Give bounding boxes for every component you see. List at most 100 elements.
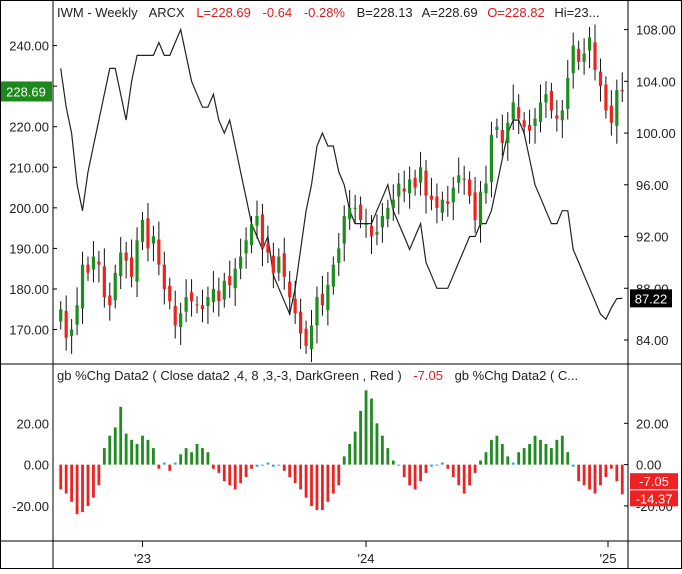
candle-body [511, 102, 515, 120]
candle-body [364, 224, 368, 226]
candle-body [413, 177, 417, 188]
candle-body [342, 215, 346, 244]
candle-body [418, 167, 423, 183]
histogram-bar [419, 464, 422, 482]
candle-body [189, 292, 194, 302]
histogram-bar [599, 464, 602, 486]
candle-body [495, 126, 499, 130]
histogram-bar [217, 464, 221, 473]
candle-body [473, 192, 477, 221]
right-tick-label: 104.00 [636, 74, 676, 89]
histogram-bar [152, 448, 155, 465]
histogram-bar [555, 439, 559, 465]
last-price-badge [0, 81, 52, 102]
candle-body [228, 275, 232, 285]
right-tick-label: 108.00 [636, 23, 676, 38]
candle-body [108, 295, 112, 306]
candle-body [59, 309, 63, 322]
indicator-tick-label-left: 0.00 [24, 458, 49, 473]
candle-body [75, 305, 79, 325]
candle-body [353, 207, 357, 209]
candle-body [358, 204, 363, 221]
left-tick-label: 200.00 [9, 201, 49, 216]
right-tick-label: 96.00 [636, 178, 669, 193]
left-tick-label: 210.00 [9, 160, 49, 175]
left-tick-label: 170.00 [9, 323, 49, 338]
candle-body [555, 115, 559, 119]
candle-body [527, 125, 532, 131]
time-tick-label: '23 [134, 551, 151, 566]
time-tick-label: '24 [358, 551, 375, 566]
candle-body [451, 187, 455, 203]
candle-body [440, 199, 444, 213]
histogram-bar [609, 464, 613, 469]
histogram-bar [201, 448, 204, 465]
histogram-bar [549, 448, 553, 465]
histogram-bar [528, 443, 531, 465]
histogram-bar [179, 454, 183, 465]
histogram-bar [250, 464, 253, 469]
histogram-layer [59, 390, 624, 515]
histogram-bar [304, 464, 308, 498]
histogram-bar [211, 464, 215, 469]
candlestick-layer [59, 24, 624, 362]
candle-body [119, 252, 123, 276]
candle-body [615, 90, 619, 126]
indicator-value-badge-text: -7.05 [639, 474, 669, 489]
histogram-bar [593, 464, 597, 494]
histogram-bar [239, 464, 243, 484]
candle-body [304, 328, 308, 346]
histogram-bar [173, 462, 177, 465]
histogram-bar [124, 433, 128, 465]
candle-body [446, 201, 450, 204]
indicator-axis: 20.00 20.000.00 0.00-20.00 -20.00 [12, 416, 673, 514]
indicator-label-1: gb %Chg Data2 ( Close data2 ,4, 8 ,3,-3,… [57, 368, 402, 383]
histogram-bar [261, 464, 264, 466]
candle-body [135, 240, 139, 282]
histogram-bar [457, 464, 461, 486]
candle-body [217, 290, 221, 302]
candle-body [293, 298, 297, 314]
candle-body [102, 266, 106, 298]
candle-body [587, 37, 592, 51]
histogram-bar [141, 435, 144, 465]
indicator-header: gb %Chg Data2 ( Close data2 ,4, 8 ,3,-3,… [57, 368, 578, 383]
candle-body [397, 183, 401, 197]
candle-body [124, 252, 128, 261]
price-badges: 228.69 87.22 [0, 81, 672, 308]
indicator-tick-label-left: -20.00 [12, 499, 49, 514]
left-tick-label: 180.00 [9, 282, 49, 297]
candle-body [222, 280, 226, 300]
histogram-bar [70, 464, 74, 502]
indicator-panel[interactable]: gb %Chg Data2 ( Close data2 ,4, 8 ,3,-3,… [12, 368, 678, 515]
histogram-bar [490, 439, 493, 465]
candle-body [64, 310, 68, 338]
candle-body [522, 120, 526, 127]
candle-body [326, 284, 330, 311]
price-panel[interactable]: 240.00230.00220.00210.00200.00190.00180.… [0, 23, 676, 362]
histogram-bar [81, 464, 84, 513]
histogram-bar [282, 464, 286, 471]
candle-body [299, 311, 303, 334]
histogram-bar [511, 462, 515, 465]
candle-body [184, 297, 188, 312]
histogram-bar [397, 464, 401, 466]
open-label: O=228.82 [487, 5, 544, 20]
right-tick-label: 84.00 [636, 333, 669, 348]
histogram-bar [364, 390, 368, 465]
histogram-bar [473, 464, 477, 473]
histogram-bar [566, 452, 570, 465]
histogram-bar [604, 464, 608, 478]
candle-body [429, 195, 434, 200]
time-axis: '23 '24 '25 [134, 541, 616, 566]
histogram-bar [113, 427, 117, 465]
histogram-bar [277, 464, 281, 466]
histogram-bar [359, 410, 362, 465]
candle-body [424, 170, 428, 196]
candle-body [402, 188, 406, 192]
candle-body [249, 224, 254, 246]
candle-body [233, 268, 237, 289]
candle-body [271, 255, 275, 273]
